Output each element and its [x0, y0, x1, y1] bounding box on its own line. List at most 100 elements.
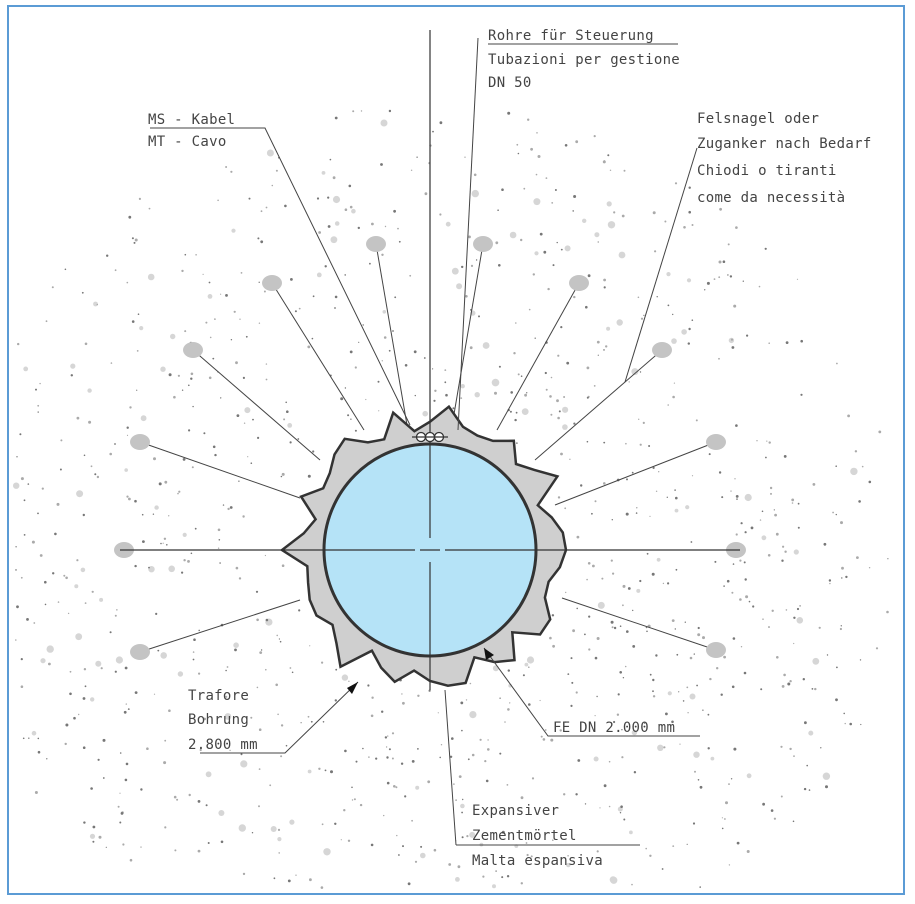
rock-speckle	[258, 322, 261, 324]
rock-speckle	[208, 281, 211, 284]
rock-speckle	[105, 846, 107, 848]
rock-speckle	[826, 654, 829, 656]
rock-speckle	[691, 224, 694, 226]
rock-speckle	[230, 170, 233, 173]
rock-nail-lines	[139, 243, 717, 653]
rock-speckle	[347, 414, 350, 417]
rock-speckle	[619, 812, 622, 814]
rock-speckle	[681, 329, 687, 335]
rock-speckle	[368, 756, 370, 758]
label-bohrung-1: Trafore	[188, 688, 249, 704]
rock-speckle	[207, 294, 213, 299]
rock-speckle	[620, 805, 623, 808]
rock-speckle	[417, 748, 419, 750]
rock-speckle	[453, 783, 455, 785]
rock-speckle	[520, 375, 523, 378]
rock-speckle	[27, 483, 30, 485]
rock-speckle	[229, 749, 231, 752]
rock-speckle	[194, 527, 197, 530]
rock-speckle	[631, 471, 634, 474]
rock-speckle	[16, 605, 19, 609]
rock-speckle	[573, 295, 576, 299]
rock-speckle	[160, 366, 166, 372]
rock-speckle	[461, 729, 463, 732]
rock-speckle	[549, 636, 552, 640]
rock-speckle	[15, 639, 17, 641]
rock-speckle	[649, 673, 652, 676]
rock-speckle	[622, 677, 625, 679]
rock-speckle	[735, 424, 738, 427]
rock-speckle	[501, 830, 505, 834]
rock-speckle	[687, 712, 689, 714]
rock-speckle	[158, 482, 162, 486]
rock-speckle	[752, 605, 755, 608]
rock-speckle	[141, 513, 144, 516]
rock-speckle	[309, 878, 312, 882]
rock-speckle	[702, 636, 705, 640]
rock-speckle	[762, 618, 764, 620]
rock-speckle	[771, 609, 774, 612]
rock-speckle	[116, 609, 118, 611]
rock-speckle	[70, 363, 76, 369]
rock-speckle	[768, 626, 770, 628]
rock-speckle	[323, 848, 331, 856]
rock-speckle	[844, 722, 846, 725]
rock-speckle	[811, 688, 814, 690]
rock-speckle	[727, 274, 729, 276]
rock-speckle	[381, 360, 383, 362]
rock-speckle	[60, 439, 63, 442]
rock-speckle	[40, 658, 46, 664]
rock-speckle	[818, 626, 821, 629]
rock-speckle	[90, 697, 95, 702]
rock-speckle	[387, 735, 389, 737]
rock-speckle	[134, 564, 137, 568]
rock-speckle	[617, 693, 620, 696]
rock-speckle	[181, 571, 184, 574]
rock-speckle	[533, 198, 541, 206]
rock-speckle	[797, 502, 800, 505]
rock-speckle	[694, 770, 696, 773]
rock-speckle	[424, 192, 428, 196]
rock-speckle	[168, 373, 172, 377]
rock-speckle	[287, 423, 293, 428]
rock-speckle	[501, 188, 504, 191]
rock-speckle	[636, 588, 641, 593]
rock-speckle	[462, 798, 464, 801]
rock-speckle	[812, 483, 816, 486]
rock-speckle	[289, 667, 292, 669]
rock-speckle	[115, 656, 123, 664]
rock-speckle	[312, 450, 315, 453]
rock-speckle	[35, 388, 37, 391]
rock-speckle	[734, 478, 736, 480]
rock-speckle	[395, 786, 398, 789]
nail-head	[366, 236, 386, 252]
rock-speckle	[334, 699, 337, 702]
rock-speckle	[562, 424, 568, 430]
rock-speckle	[316, 272, 322, 278]
rock-speckle	[704, 289, 706, 291]
rock-speckle	[15, 546, 17, 548]
rock-speckle	[516, 442, 518, 444]
nail-line	[139, 441, 301, 499]
rock-speckle	[273, 877, 276, 880]
rock-speckle	[563, 396, 566, 398]
rock-speckle	[802, 678, 805, 681]
rock-speckle	[281, 564, 285, 567]
rock-speckle	[391, 757, 394, 760]
label-steuer-2: Tubazioni per gestione	[488, 52, 680, 68]
rock-speckle	[137, 313, 140, 316]
rock-speckle	[168, 709, 171, 712]
rock-speckle	[774, 513, 777, 517]
rock-speckle	[534, 337, 536, 339]
rock-speckle	[497, 209, 499, 211]
rock-speckle	[220, 293, 222, 295]
rock-speckle	[586, 440, 589, 443]
rock-speckle	[861, 465, 864, 468]
rock-speckle	[324, 265, 327, 268]
rock-speckle	[520, 238, 523, 242]
rock-speckle	[783, 673, 786, 677]
rock-speckle	[552, 839, 554, 841]
rock-speckle	[610, 559, 613, 562]
rock-speckle	[560, 452, 563, 456]
rock-speckle	[725, 801, 728, 805]
